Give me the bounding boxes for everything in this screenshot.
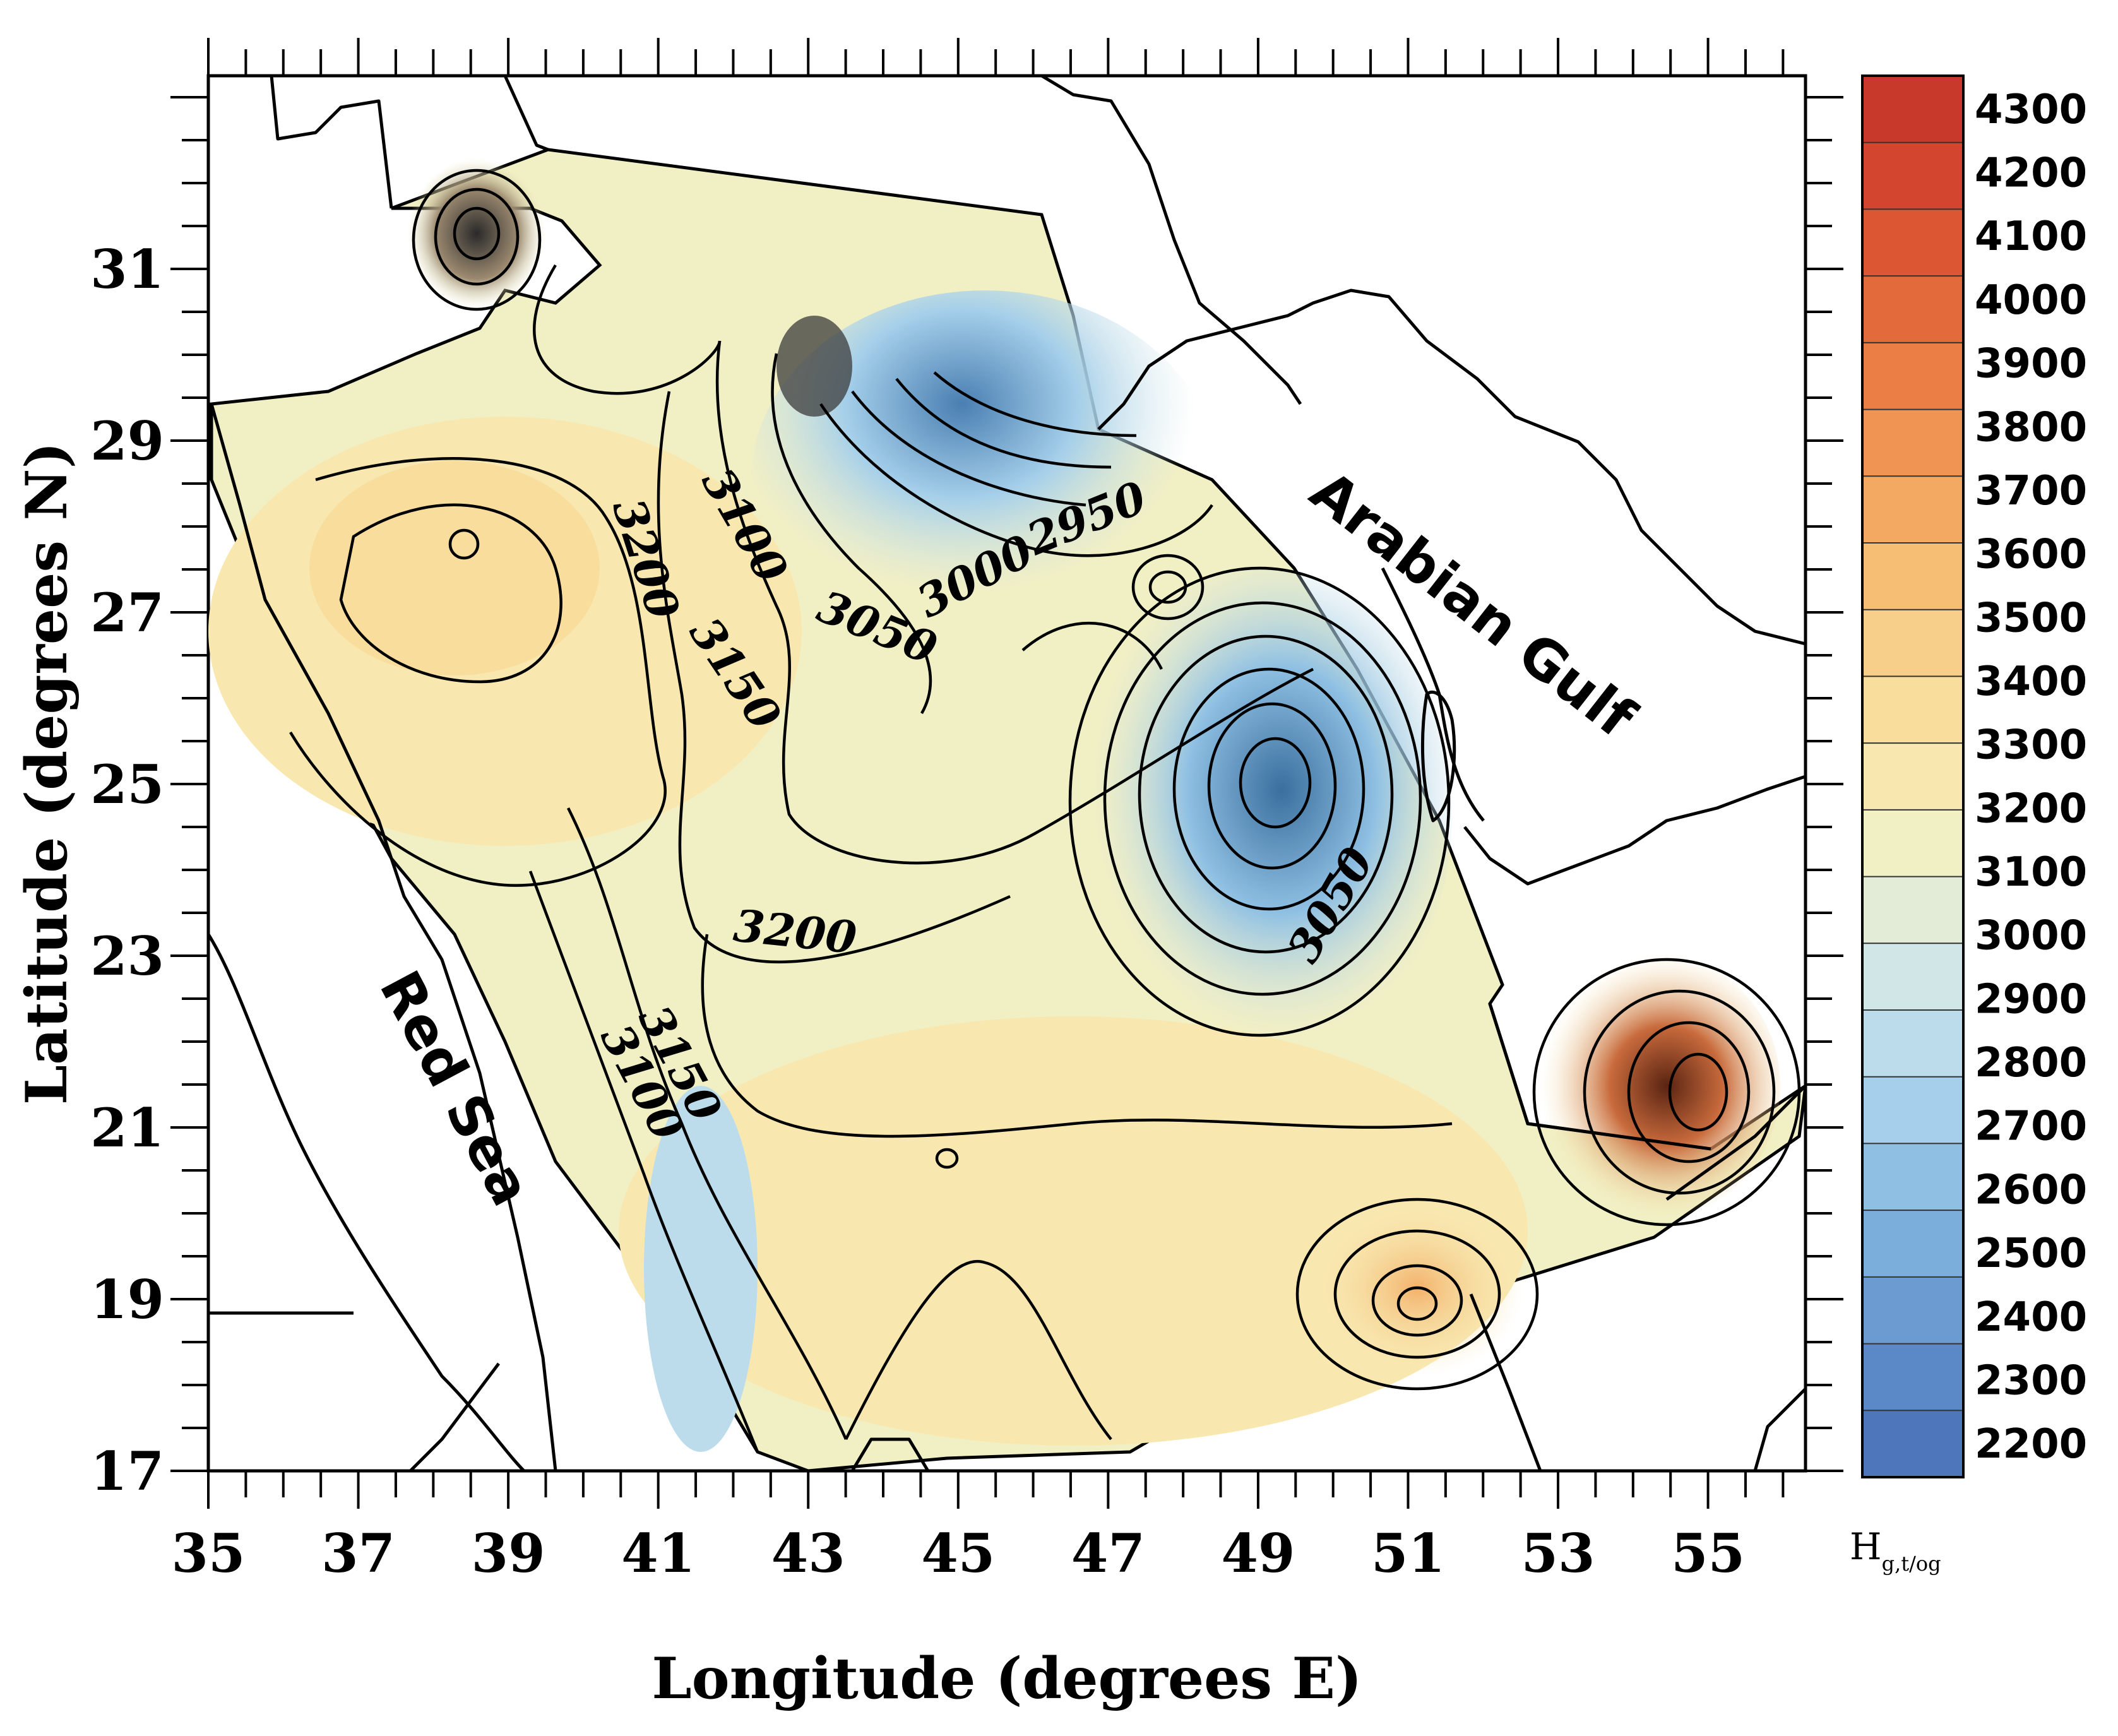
colorbar-title: Hg,t/og	[1850, 1525, 1941, 1576]
colorbar-label: 3200	[1975, 785, 2087, 832]
colorbar: 4300 4200 4100 4000 3900 3800 3700 3600 3500 3400…	[1861, 74, 2087, 1478]
y-tick-label: 21	[90, 1097, 164, 1159]
y-tick-labels: 31 29 27 25 23 21 19 17	[90, 238, 164, 1502]
colorbar-label: 3000	[1975, 913, 2087, 960]
colorbar-label: 4200	[1975, 150, 2087, 197]
colorbar-label: 3300	[1975, 722, 2087, 769]
colorbar-label: 4300	[1975, 86, 2087, 133]
colorbar-label: 2700	[1975, 1103, 2087, 1150]
colorbar-swatch	[1862, 476, 1963, 544]
y-tick-label: 17	[90, 1440, 164, 1502]
blue-zone-west-coast	[644, 1086, 758, 1452]
contour-lines	[289, 169, 1801, 1453]
y-tick-label: 23	[90, 925, 164, 987]
warm-zone-nw-core	[309, 461, 600, 675]
colorbar-label: 2200	[1975, 1421, 2087, 1468]
y-tick-label: 29	[90, 410, 164, 472]
low-north	[776, 316, 852, 417]
colorbar-swatch	[1862, 142, 1963, 210]
x-tick-label: 37	[321, 1522, 395, 1584]
blue-zone-north	[751, 290, 1218, 669]
y-tick-label: 19	[90, 1268, 164, 1331]
colorbar-swatch	[1862, 342, 1963, 410]
colorbar-swatch	[1862, 1210, 1963, 1278]
colorbar-label: 2300	[1975, 1357, 2087, 1404]
colorbar-swatch	[1862, 543, 1963, 610]
x-tick-label: 53	[1521, 1522, 1595, 1584]
x-tick-label: 35	[172, 1522, 246, 1584]
colorbar-swatch	[1862, 943, 1963, 1011]
country-borders	[208, 76, 1806, 1471]
colorbar-swatch	[1862, 409, 1963, 477]
x-tick-label: 41	[621, 1522, 695, 1584]
x-tick-labels: 35 37 39 41 43 45 47 49 51 53 55	[172, 1522, 1745, 1584]
colorbar-swatch	[1862, 1410, 1963, 1478]
x-tick-label: 55	[1671, 1522, 1745, 1584]
colorbar-frame	[1861, 74, 1965, 1478]
x-tick-label: 51	[1371, 1522, 1445, 1584]
y-tick-label: 25	[90, 753, 164, 816]
colorbar-swatch	[1862, 1076, 1963, 1144]
colorbar-swatch	[1862, 1276, 1963, 1345]
colorbar-swatch	[1862, 76, 1963, 143]
colorbar-swatch	[1862, 1343, 1963, 1411]
colorbar-label: 3900	[1975, 341, 2087, 388]
colorbar-label: 3400	[1975, 658, 2087, 705]
x-axis-title: Longitude (degrees E)	[651, 1645, 1362, 1712]
y-tick-label: 31	[90, 238, 164, 300]
colorbar-swatch	[1862, 876, 1963, 944]
colorbar-swatch	[1862, 609, 1963, 677]
x-tick-label: 45	[921, 1522, 995, 1584]
colorbar-label: 3100	[1975, 849, 2087, 896]
colorbar-label: 4100	[1975, 213, 2087, 260]
colorbar-swatch	[1862, 1010, 1963, 1078]
colorbar-label: 2400	[1975, 1294, 2087, 1341]
colorbar-label: 4000	[1975, 277, 2087, 324]
colorbar-label: 2800	[1975, 1040, 2087, 1086]
x-tick-label: 49	[1221, 1522, 1295, 1584]
colorbar-label: 2500	[1975, 1230, 2087, 1277]
colorbar-swatch	[1862, 743, 1963, 811]
colorbar-swatch	[1862, 209, 1963, 276]
colorbar-label: 2900	[1975, 976, 2087, 1023]
blue-zone-east	[1073, 568, 1452, 1061]
colorbar-label: 3800	[1975, 404, 2087, 451]
y-axis-title: Latitude (degrees N)	[13, 442, 80, 1105]
x-tick-label: 39	[472, 1522, 545, 1584]
colorbar-swatch	[1862, 1143, 1963, 1211]
y-tick-label: 27	[90, 581, 164, 644]
colorbar-swatch	[1862, 676, 1963, 744]
x-tick-label: 47	[1071, 1522, 1145, 1584]
colorbar-swatch	[1862, 276, 1963, 343]
contour-label-3200-south: 3200	[731, 899, 859, 964]
hotspot-northwest	[407, 158, 546, 309]
colorbar-label: 3600	[1975, 532, 2087, 578]
colorbar-label: 3500	[1975, 595, 2087, 641]
colorbar-label: 2600	[1975, 1167, 2087, 1213]
colorbar-label: 3700	[1975, 468, 2087, 514]
axis-ticks	[170, 38, 1843, 1509]
colorbar-swatch	[1862, 809, 1963, 877]
warm-zone-south	[619, 1016, 1528, 1446]
x-tick-label: 43	[771, 1522, 845, 1584]
